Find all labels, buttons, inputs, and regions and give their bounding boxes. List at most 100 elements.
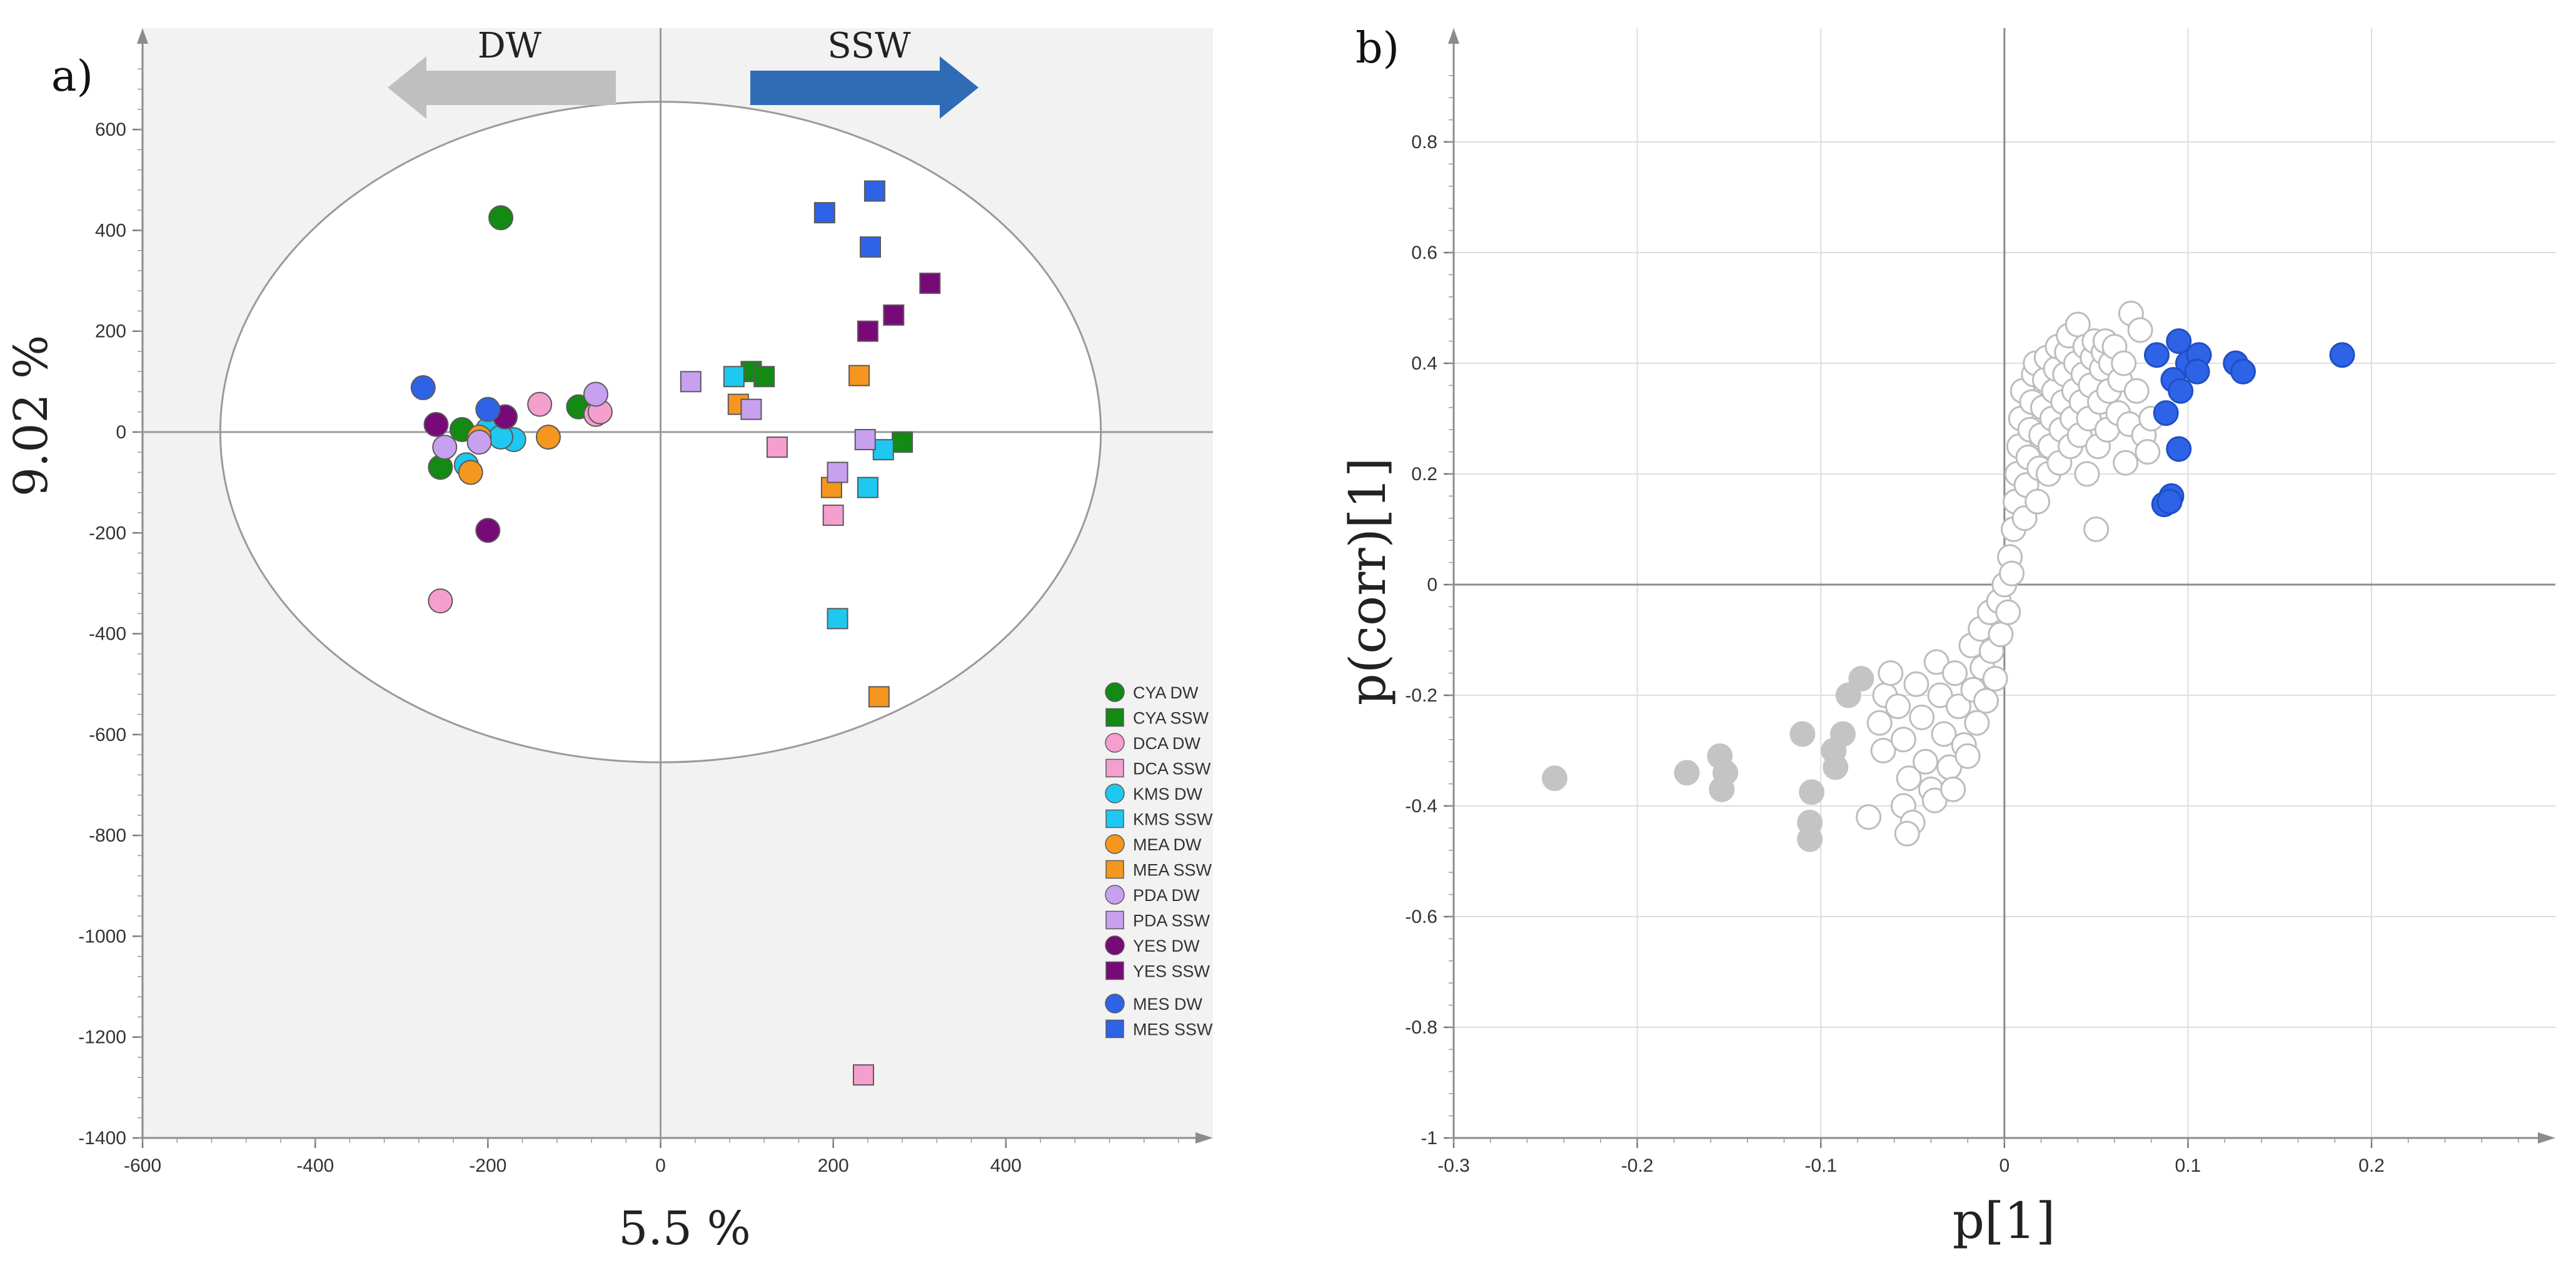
point-highlighted-ssw — [2230, 358, 2256, 385]
point-other-variables — [1999, 560, 2025, 586]
point-discriminating-dw — [1674, 760, 1700, 786]
y-tick-label-b: 0.6 — [1411, 243, 1437, 263]
y-tick-label-a: 200 — [95, 321, 126, 342]
x-axis-arrowhead-a — [1195, 1132, 1213, 1144]
arrow-dw-label: DW — [478, 26, 542, 66]
point-cya-dw — [488, 205, 514, 231]
point-other-variables — [2111, 350, 2137, 376]
legend-label-cya-dw: CYA DW — [1133, 683, 1199, 702]
point-kms-ssw — [827, 608, 848, 630]
panel-a: -600 -400 -200 0 200 400 600 400 200 0 -200 -400 -60… — [4, 26, 1213, 1255]
legend-marker-kms-dw — [1105, 783, 1125, 803]
y-tick-label-a: 600 — [95, 119, 126, 140]
y-tick-label-a: -600 — [89, 725, 126, 745]
y-tick-label-b: 0.8 — [1411, 132, 1437, 153]
x-tick-label-b: 0.2 — [2358, 1155, 2385, 1176]
point-mes-ssw — [863, 180, 885, 202]
legend-label-mea-dw: MEA DW — [1133, 835, 1202, 854]
y-tick-label-b: -0.4 — [1405, 796, 1437, 817]
x-axis-title-b: p[1] — [1953, 1192, 2056, 1250]
point-other-variables — [1931, 721, 1957, 747]
legend-marker-mea-ssw — [1105, 860, 1124, 879]
point-mea-ssw — [848, 365, 870, 386]
y-tick-label-b: -0.8 — [1405, 1017, 1437, 1038]
panel-b-label: b) — [1356, 24, 1399, 73]
legend-marker-pda-dw — [1105, 885, 1125, 905]
point-discriminating-dw — [1829, 721, 1856, 747]
x-tick-label-a: -600 — [124, 1155, 161, 1176]
point-cya-dw — [428, 455, 453, 480]
x-tick-label-b: 0 — [1999, 1155, 2010, 1176]
point-other-variables — [1940, 776, 1966, 802]
arrow-ssw-label: SSW — [827, 26, 911, 66]
point-discriminating-dw — [1797, 826, 1823, 852]
legend-marker-yes-ssw — [1105, 961, 1124, 980]
point-pda-ssw — [740, 398, 762, 420]
point-other-variables — [1921, 787, 1948, 813]
point-kms-ssw — [857, 476, 878, 498]
point-yes-ssw — [919, 273, 941, 294]
point-mes-ssw — [813, 202, 835, 224]
x-tick-label-a: 400 — [990, 1155, 1022, 1176]
legend-label-mea-ssw: MEA SSW — [1133, 861, 1212, 880]
point-other-variables — [1878, 660, 1904, 687]
legend-label-kms-dw: KMS DW — [1133, 785, 1203, 803]
legend-label-pda-ssw: PDA SSW — [1133, 912, 1210, 930]
point-other-variables — [1856, 804, 1882, 830]
legend-label-dca-ssw: DCA SSW — [1133, 760, 1211, 778]
point-highlighted-ssw — [2143, 342, 2170, 368]
point-other-variables — [1866, 710, 1893, 736]
point-other-variables — [1955, 743, 1981, 769]
point-other-variables — [1903, 671, 1929, 697]
y-tick-label-b: 0.4 — [1411, 353, 1437, 374]
x-tick-label-a: 0 — [655, 1155, 666, 1176]
arrow-ssw-icon — [750, 56, 979, 119]
point-pda-ssw — [827, 461, 848, 483]
point-other-variables — [2083, 516, 2110, 542]
x-tick-label-b: 0.1 — [2175, 1155, 2201, 1176]
point-pda-dw — [432, 435, 458, 460]
y-tick-label-a: -1400 — [78, 1128, 126, 1149]
point-other-variables — [1964, 710, 1990, 736]
point-cya-ssw — [753, 366, 775, 388]
point-other-variables — [1890, 727, 1916, 753]
legend-label-mes-ssw: MES SSW — [1133, 1020, 1213, 1039]
y-tick-label-a: -1000 — [78, 926, 126, 947]
point-yes-ssw — [883, 304, 905, 326]
point-other-variables — [2123, 378, 2150, 404]
point-highlighted-ssw — [2156, 488, 2183, 515]
x-tick-label-b: -0.3 — [1437, 1155, 1470, 1176]
legend-marker-mes-dw — [1105, 994, 1125, 1014]
point-pda-dw — [466, 430, 492, 455]
point-other-variables — [2127, 317, 2153, 343]
y-axis-title-a: 9.02 % — [4, 335, 58, 497]
point-mea-dw — [535, 425, 561, 450]
legend-label-kms-ssw: KMS SSW — [1133, 810, 1213, 829]
legend-label-cya-ssw: CYA SSW — [1133, 709, 1209, 728]
legend-marker-mea-dw — [1105, 834, 1125, 854]
y-tick-label-b: 0 — [1427, 575, 1437, 595]
point-discriminating-dw — [1541, 765, 1567, 792]
point-dca-ssw — [822, 505, 844, 526]
y-tick-label-a: -1200 — [78, 1027, 126, 1048]
legend-label-yes-dw: YES DW — [1133, 937, 1200, 955]
panel-b: -0.3 -0.2 -0.1 0 0.1 0.2 0.8 0.6 0.4 0.2 0 -0.2 -0.4… — [1339, 24, 2555, 1250]
y-axis-arrowhead-b — [1448, 28, 1459, 44]
legend-marker-cya-dw — [1105, 682, 1125, 702]
point-other-variables — [1927, 682, 1953, 708]
y-tick-label-a: -400 — [89, 624, 126, 645]
point-mes-dw — [475, 396, 501, 422]
point-yes-ssw — [857, 320, 878, 342]
point-highlighted-ssw — [2166, 436, 2192, 462]
x-tick-label-a: -200 — [469, 1155, 506, 1176]
x-axis-arrowhead-b — [2538, 1132, 2555, 1144]
point-other-variables — [1942, 660, 1968, 687]
point-dca-ssw — [852, 1064, 874, 1086]
legend-label-mes-dw: MES DW — [1133, 995, 1203, 1014]
point-cya-ssw — [892, 431, 913, 453]
y-axis-title-b: p(corr)[1] — [1339, 458, 1397, 705]
point-other-variables — [2113, 450, 2139, 476]
point-mes-ssw — [860, 236, 882, 258]
legend-label-yes-ssw: YES SSW — [1133, 962, 1210, 981]
